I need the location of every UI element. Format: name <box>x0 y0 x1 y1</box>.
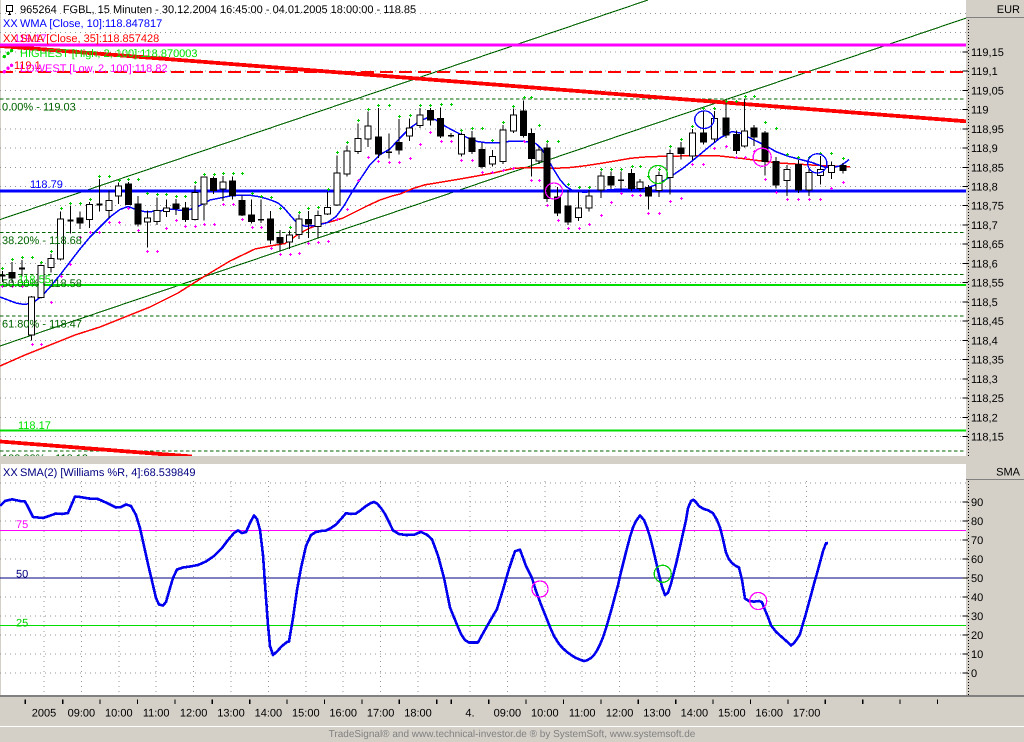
svg-text:50: 50 <box>16 569 28 581</box>
svg-text:118,55: 118,55 <box>971 278 1004 290</box>
svg-text:11:00: 11:00 <box>143 708 170 720</box>
svg-text:90: 90 <box>971 497 983 509</box>
svg-text:EUR: EUR <box>997 4 1020 16</box>
svg-text:118,45: 118,45 <box>971 316 1004 328</box>
svg-text:15:00: 15:00 <box>292 708 320 720</box>
svg-text:LOWEST [Low, 2, 100]:118.82: LOWEST [Low, 2, 100]:118.82 <box>20 63 168 75</box>
svg-text:2005: 2005 <box>32 708 56 720</box>
svg-text:12:00: 12:00 <box>180 708 208 720</box>
svg-text:60: 60 <box>971 554 983 566</box>
svg-text:50.00% - 118.58: 50.00% - 118.58 <box>2 278 82 290</box>
svg-text:0: 0 <box>971 668 977 680</box>
svg-text:118.17: 118.17 <box>18 420 51 432</box>
svg-text:119.1: 119.1 <box>14 60 41 72</box>
svg-text:09:00: 09:00 <box>494 708 522 720</box>
svg-text:SMA(2) [Williams %R, 4]:68.539: SMA(2) [Williams %R, 4]:68.539849 <box>20 467 195 479</box>
svg-text:75: 75 <box>16 519 28 531</box>
svg-text:118,2: 118,2 <box>971 412 998 424</box>
svg-text:20: 20 <box>971 630 983 642</box>
svg-text:118,8: 118,8 <box>971 182 998 194</box>
svg-text:10:00: 10:00 <box>531 708 559 720</box>
svg-text:0.00% - 119.03: 0.00% - 119.03 <box>2 102 76 114</box>
svg-text:TradeSignal® and www.technical: TradeSignal® and www.technical-investor.… <box>329 729 696 740</box>
svg-text:10:00: 10:00 <box>105 708 133 720</box>
svg-text:09:00: 09:00 <box>68 708 96 720</box>
svg-text:4.: 4. <box>465 708 474 720</box>
svg-text:118,35: 118,35 <box>971 355 1004 367</box>
svg-text:10: 10 <box>971 649 983 661</box>
svg-text:30: 30 <box>971 611 983 623</box>
svg-text:118,3: 118,3 <box>971 374 998 386</box>
svg-text:119: 119 <box>971 105 989 117</box>
svg-text:118.79: 118.79 <box>30 179 63 191</box>
svg-text:XX: XX <box>3 33 18 45</box>
svg-text:118.55: 118.55 <box>18 274 51 286</box>
svg-text:965264 FGBL, 15 Minuten - 30.: 965264 FGBL, 15 Minuten - 30.12.2004 16:… <box>20 4 416 16</box>
svg-text:16:00: 16:00 <box>755 708 783 720</box>
svg-text:16:00: 16:00 <box>329 708 357 720</box>
svg-text:118,25: 118,25 <box>971 393 1004 405</box>
svg-text:XX: XX <box>3 467 18 479</box>
svg-text:61.80% - 118.47: 61.80% - 118.47 <box>2 319 82 331</box>
svg-text:118,7: 118,7 <box>971 220 998 232</box>
svg-text:HIGHEST [High, 2, 100]:118.870: HIGHEST [High, 2, 100]:118.870003 <box>20 48 198 60</box>
svg-text:XX: XX <box>3 18 18 30</box>
svg-text:118,75: 118,75 <box>971 201 1004 213</box>
svg-text:40: 40 <box>971 592 983 604</box>
svg-text:118,95: 118,95 <box>971 124 1004 136</box>
svg-text:118,4: 118,4 <box>971 335 998 347</box>
svg-text:119,15: 119,15 <box>971 47 1004 59</box>
svg-text:12:00: 12:00 <box>606 708 634 720</box>
svg-text:118,9: 118,9 <box>971 143 998 155</box>
svg-text:11:00: 11:00 <box>569 708 596 720</box>
svg-text:17:00: 17:00 <box>367 708 395 720</box>
svg-text:119,1: 119,1 <box>971 66 998 78</box>
svg-text:100.00% - 118.12: 100.00% - 118.12 <box>2 453 88 465</box>
svg-text:118,5: 118,5 <box>971 297 998 309</box>
svg-text:25: 25 <box>16 618 28 630</box>
svg-text:SMA [Close, 35]:118.857428: SMA [Close, 35]:118.857428 <box>20 33 159 45</box>
svg-text:SMA: SMA <box>996 467 1021 479</box>
svg-text:14:00: 14:00 <box>681 708 709 720</box>
svg-text:118,6: 118,6 <box>971 258 998 270</box>
svg-text:50: 50 <box>971 573 983 585</box>
svg-text:118,15: 118,15 <box>971 432 1004 444</box>
svg-text:14:00: 14:00 <box>255 708 283 720</box>
svg-text:80: 80 <box>971 516 983 528</box>
svg-text:WMA [Close, 10]:118.847817: WMA [Close, 10]:118.847817 <box>20 18 162 30</box>
svg-text:18:00: 18:00 <box>404 708 432 720</box>
svg-text:119.17: 119.17 <box>14 33 47 45</box>
svg-text:17:00: 17:00 <box>793 708 821 720</box>
svg-text:13:00: 13:00 <box>217 708 245 720</box>
svg-text:13:00: 13:00 <box>643 708 671 720</box>
svg-text:15:00: 15:00 <box>718 708 746 720</box>
svg-text:118,85: 118,85 <box>971 162 1004 174</box>
svg-text:119,05: 119,05 <box>971 85 1004 97</box>
svg-text:38.20% - 118.68: 38.20% - 118.68 <box>2 235 82 247</box>
svg-text:70: 70 <box>971 535 983 547</box>
svg-text:118,65: 118,65 <box>971 239 1004 251</box>
